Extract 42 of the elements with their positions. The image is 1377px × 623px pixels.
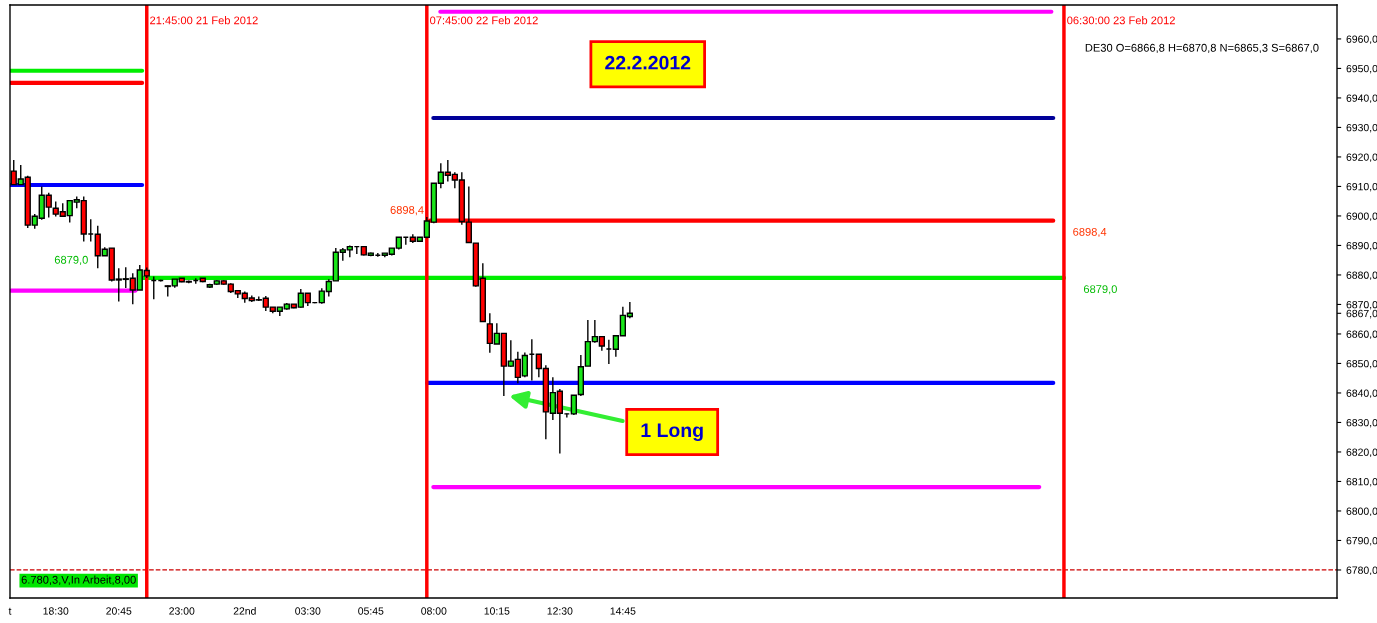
annotation: 1 Long	[641, 423, 703, 442]
annotation: DE30 O=6866,8 H=6870,8 N=6865,3 S=6867,0	[1085, 43, 1319, 54]
y-tick-label: 6960,0	[1346, 35, 1377, 45]
ref-line-label: 06:30:00 23 Feb 2012	[1067, 16, 1175, 25]
x-tick-label: 12:30	[547, 607, 573, 615]
y-tick-label: 6800,0	[1346, 507, 1377, 517]
x-tick-label: t	[8, 607, 12, 615]
y-tick-label: 6850,0	[1346, 359, 1377, 369]
x-tick-label: 10:15	[484, 607, 510, 615]
y-tick-label: 6910,0	[1346, 182, 1377, 192]
annotation: 6879,0	[1083, 285, 1117, 295]
y-tick-label: 6867,0	[1346, 309, 1377, 319]
y-tick-label: 6920,0	[1346, 153, 1377, 163]
ref-line-label: 07:45:00 22 Feb 2012	[430, 16, 538, 25]
annotation: 6898,4	[390, 206, 424, 216]
y-tick-label: 6840,0	[1346, 389, 1377, 399]
y-tick-label: 6900,0	[1346, 212, 1377, 222]
x-tick-label: 03:30	[295, 607, 321, 615]
x-tick-label: 22nd	[233, 607, 256, 615]
ref-line-label: 21:45:00 21 Feb 2012	[150, 16, 258, 25]
y-tick-label: 6940,0	[1346, 94, 1377, 104]
y-tick-label: 6880,0	[1346, 271, 1377, 281]
y-tick-label: 6950,0	[1346, 64, 1377, 74]
y-tick-label: 6860,0	[1346, 330, 1377, 340]
ref-line-label: 6.780,3,V,In Arbeit,8,00	[21, 575, 136, 585]
y-tick-label: 6780,0	[1346, 566, 1377, 576]
x-tick-label: 14:45	[610, 607, 636, 615]
x-tick-label: 05:45	[358, 607, 384, 615]
x-tick-label: 20:45	[106, 607, 132, 615]
annotation: 6898,4	[1073, 227, 1107, 238]
y-tick-label: 6820,0	[1346, 448, 1377, 458]
y-tick-label: 6830,0	[1346, 418, 1377, 428]
x-tick-label: 18:30	[43, 607, 69, 615]
annotation: 22.2.2012	[605, 55, 691, 70]
y-tick-label: 6790,0	[1346, 536, 1377, 546]
x-tick-label: 23:00	[169, 607, 195, 615]
y-tick-label: 6870,0	[1346, 300, 1377, 310]
y-tick-label: 6930,0	[1346, 123, 1377, 133]
y-tick-label: 6890,0	[1346, 241, 1377, 251]
x-tick-label: 08:00	[421, 607, 447, 615]
annotation: 6879,0	[54, 255, 88, 266]
y-tick-label: 6810,0	[1346, 477, 1377, 487]
